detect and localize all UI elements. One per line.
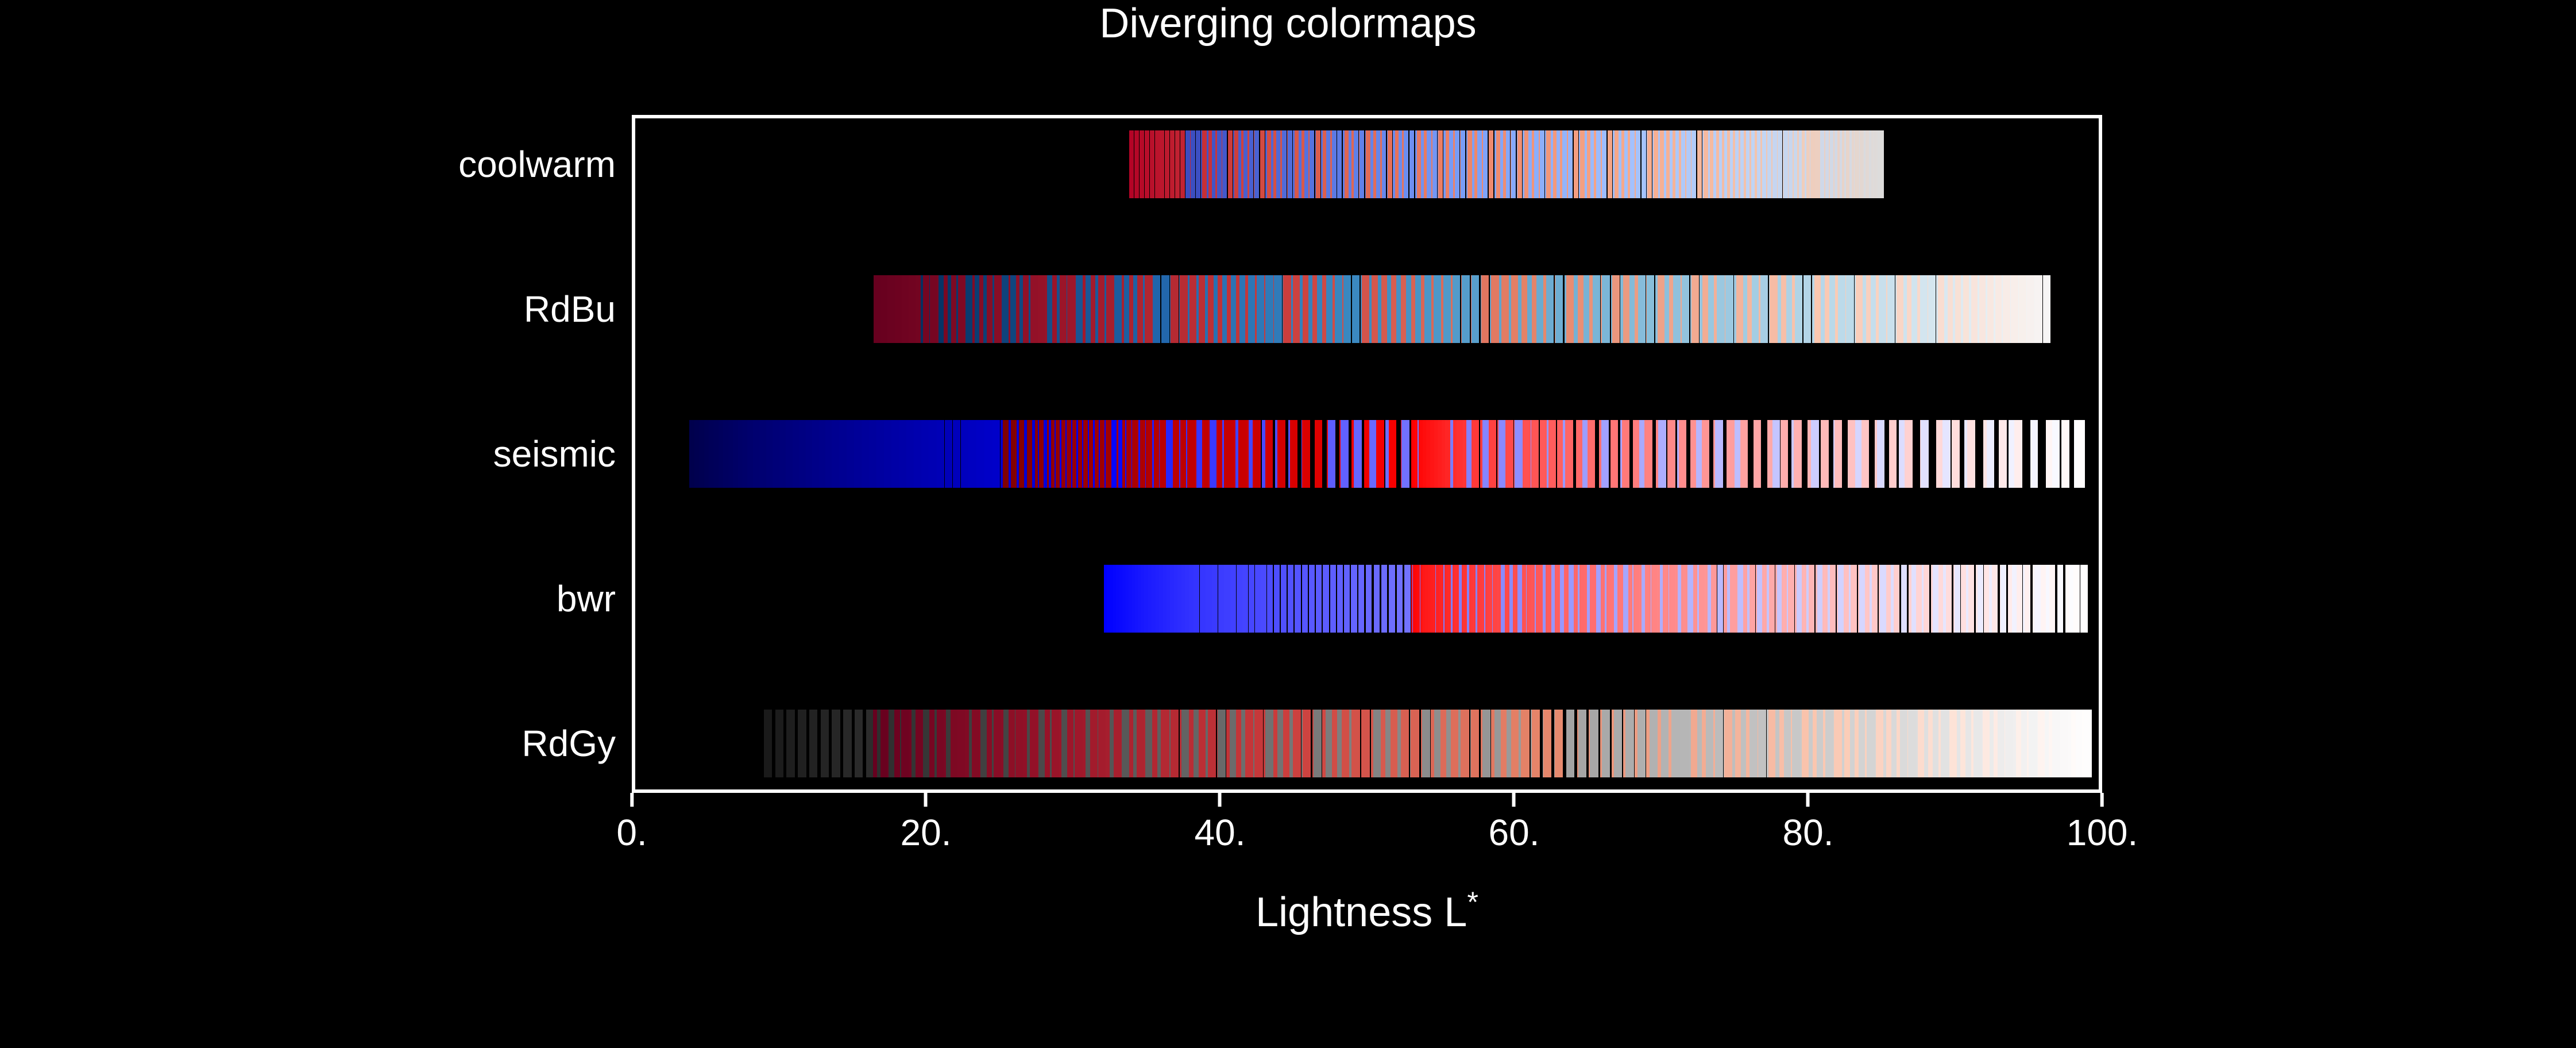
colormap-label-coolwarm: coolwarm [458,143,632,186]
figure: Diverging colormaps coolwarm RdBu seismic b… [0,0,2576,1048]
x-tick: 60. [1489,793,1540,854]
colormap-bar-RdGy [632,710,2102,777]
colormap-row-bwr: bwr [632,565,2102,633]
x-tick-label: 0. [616,811,647,854]
colormap-label-RdGy: RdGy [522,722,632,765]
colormap-bar-coolwarm [632,130,2102,198]
x-tick: 100. [2067,793,2138,854]
colormap-row-RdBu: RdBu [632,275,2102,343]
colormap-row-RdGy: RdGy [632,710,2102,777]
colormap-row-seismic: seismic [632,420,2102,488]
colormap-bar-seismic [632,420,2102,488]
x-axis-label: Lightness L* [632,885,2102,936]
x-tick: 80. [1783,793,1834,854]
x-tick-label: 60. [1489,811,1540,854]
colormap-label-bwr: bwr [557,577,632,620]
x-tick: 0. [616,793,647,854]
plot-area: coolwarm RdBu seismic bwr RdGy [632,115,2102,793]
colormap-label-seismic: seismic [493,433,632,475]
figure-title: Diverging colormaps [0,0,2576,47]
x-tick: 40. [1195,793,1246,854]
x-tick-label: 40. [1195,811,1246,854]
colormap-bar-RdBu [632,275,2102,343]
x-tick-label: 100. [2067,811,2138,854]
x-tick-label: 80. [1783,811,1834,854]
x-tick: 20. [901,793,952,854]
colormap-bar-bwr [632,565,2102,633]
x-tick-label: 20. [901,811,952,854]
colormap-label-RdBu: RdBu [524,288,632,330]
colormap-row-coolwarm: coolwarm [632,130,2102,198]
